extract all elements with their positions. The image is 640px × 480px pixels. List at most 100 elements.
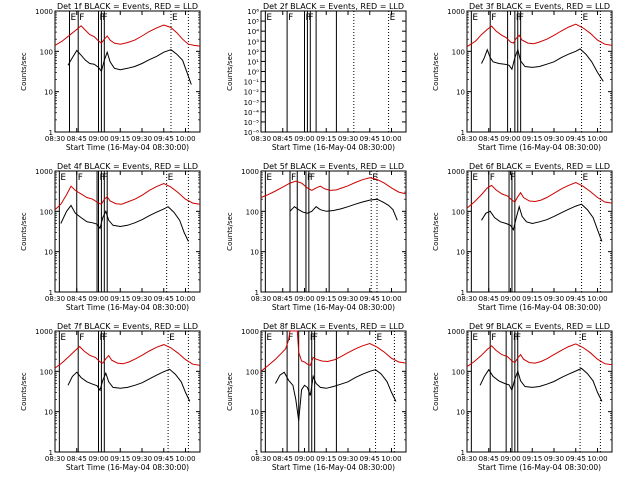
plot-frame — [54, 10, 201, 133]
y-tick-label: 10⁻⁴ — [244, 109, 260, 117]
x-axis-label: Start Time (16-May-04 08:30:00) — [478, 303, 601, 312]
x-tick-label: 09:45 — [360, 135, 380, 143]
y-tick-label: 10⁰ — [247, 69, 259, 77]
chart-title: Det 1f BLACK = Events, RED = LLD — [57, 2, 198, 11]
marker-letter: E — [266, 173, 272, 183]
chart-title: Det 4f BLACK = Events, RED = LLD — [57, 162, 198, 171]
lld-series-line — [260, 177, 407, 198]
x-tick-label: 09:15 — [316, 135, 336, 143]
x-tick-label: 09:45 — [566, 135, 586, 143]
y-axis-label: Counts/sec — [226, 372, 234, 411]
x-tick-label: 09:30 — [132, 455, 152, 463]
chart-title: Det 8f BLACK = Events, RED = LLD — [263, 322, 404, 331]
x-tick-label: 09:00 — [500, 455, 520, 463]
x-tick-label: 10:00 — [175, 135, 195, 143]
y-tick-label: 1 — [255, 289, 259, 297]
y-tick-label: 10 — [456, 89, 465, 97]
marker-letter: E — [472, 13, 478, 23]
x-tick-label: 09:00 — [500, 295, 520, 303]
marker-letter: E — [172, 13, 178, 23]
x-tick-label: 08:45 — [67, 135, 87, 143]
marker-letter: F — [516, 333, 521, 343]
chart-panel: Det 7f BLACK = Events, RED = LLD 1 10 100 10… — [20, 322, 201, 472]
chart-title: Det 5f BLACK = Events, RED = LLD — [263, 162, 404, 171]
events-series-line — [481, 48, 604, 82]
y-tick-label: 10⁶ — [247, 8, 259, 16]
x-tick-label: 10:00 — [587, 135, 607, 143]
chart-panel: Det 9f BLACK = Events, RED = LLD 1 10 100 10… — [432, 322, 613, 472]
x-tick-label: 09:00 — [88, 135, 108, 143]
x-tick-label: 08:30 — [251, 295, 271, 303]
marker-letter: F — [100, 173, 105, 183]
y-tick-label: 1 — [49, 129, 53, 137]
marker-letter: F — [513, 333, 518, 343]
marker-letter: F — [310, 173, 315, 183]
marker-letter: E — [60, 173, 66, 183]
marker-letter: E — [266, 333, 272, 343]
x-tick-label: 09:30 — [544, 135, 564, 143]
marker-letter: F — [79, 13, 84, 23]
marker-letter: F — [510, 173, 515, 183]
events-series-line — [67, 49, 192, 85]
y-tick-label: 100 — [452, 368, 465, 376]
x-axis-label: Start Time (16-May-04 08:30:00) — [66, 303, 189, 312]
x-tick-label: 09:30 — [338, 135, 358, 143]
marker-letter: F — [288, 13, 293, 23]
x-tick-label: 09:15 — [316, 455, 336, 463]
marker-letter: F — [79, 333, 84, 343]
marker-letter: F — [291, 173, 296, 183]
y-tick-label: 10⁴ — [247, 28, 259, 36]
x-tick-label: 09:15 — [110, 295, 130, 303]
x-tick-label: 10:00 — [175, 455, 195, 463]
y-tick-label: 10 — [250, 249, 259, 257]
x-tick-label: 09:30 — [132, 295, 152, 303]
events-series-line — [289, 198, 398, 221]
lld-series-line — [54, 182, 201, 211]
y-tick-label: 10⁻² — [244, 89, 260, 97]
chart-title: Det 3f BLACK = Events, RED = LLD — [469, 2, 610, 11]
x-tick-label: 08:30 — [45, 135, 65, 143]
y-axis-label: Counts/sec — [432, 52, 440, 91]
y-axis-label: Counts/sec — [20, 52, 28, 91]
marker-letter: E — [583, 13, 589, 23]
x-tick-label: 10:00 — [381, 295, 401, 303]
x-tick-label: 09:30 — [544, 455, 564, 463]
chart-panel: Det 4f BLACK = Events, RED = LLD 1 10 100 10… — [20, 162, 201, 312]
y-tick-label: 10⁻³ — [244, 99, 260, 107]
chart-panel: Det 3f BLACK = Events, RED = LLD 1 10 100 10… — [432, 2, 613, 152]
x-tick-label: 09:00 — [500, 135, 520, 143]
x-axis-label: Start Time (16-May-04 08:30:00) — [66, 463, 189, 472]
events-series-line — [67, 368, 191, 402]
lld-series-line — [466, 181, 613, 209]
lld-series-line — [54, 344, 201, 369]
chart-title: Det 6f BLACK = Events, RED = LLD — [469, 162, 610, 171]
x-tick-label: 09:15 — [522, 135, 542, 143]
y-tick-label: 1000 — [447, 8, 465, 16]
plot-frame — [260, 170, 407, 293]
y-tick-label: 10 — [44, 89, 53, 97]
y-axis-label: Counts/sec — [20, 212, 28, 251]
x-tick-label: 09:45 — [154, 295, 174, 303]
x-tick-label: 09:00 — [88, 295, 108, 303]
x-tick-label: 09:00 — [294, 135, 314, 143]
plot-frame — [260, 10, 407, 133]
x-tick-label: 08:45 — [479, 295, 499, 303]
x-tick-label: 08:30 — [251, 455, 271, 463]
y-tick-label: 1000 — [35, 8, 53, 16]
x-tick-label: 10:00 — [381, 455, 401, 463]
plot-frame — [466, 10, 613, 133]
y-tick-label: 1 — [461, 449, 465, 457]
plot-frame — [54, 170, 201, 293]
marker-letter: E — [581, 333, 587, 343]
plot-frame — [466, 170, 613, 293]
chart-panel: Det 8f BLACK = Events, RED = LLD 1 10 100 10… — [226, 322, 407, 472]
marker-letter: E — [169, 333, 175, 343]
y-tick-label: 100 — [40, 48, 53, 56]
x-tick-label: 10:00 — [587, 295, 607, 303]
y-axis-label: Counts/sec — [432, 212, 440, 251]
marker-letter: F — [313, 333, 318, 343]
chart-title: Det 2f BLACK = Events, RED = LLD — [263, 2, 404, 11]
y-tick-label: 1000 — [447, 168, 465, 176]
x-tick-label: 08:30 — [251, 135, 271, 143]
